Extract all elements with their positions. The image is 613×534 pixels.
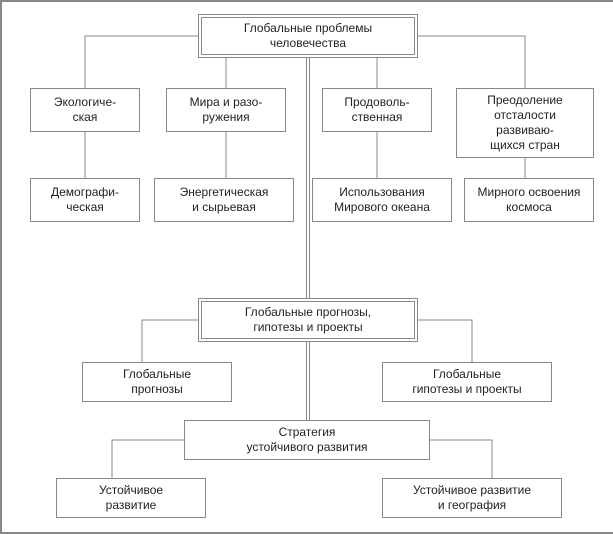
- node-label: Глобальные гипотезы и проекты: [412, 367, 521, 397]
- node-label: Устойчивое развитие и география: [413, 483, 531, 513]
- node-mleft: Глобальные прогнозы: [82, 362, 232, 402]
- node-bright: Устойчивое развитие и география: [382, 478, 562, 518]
- node-col1a: Экологиче- ская: [30, 88, 140, 132]
- node-strat: Стратегия устойчивого развития: [184, 420, 430, 460]
- node-root: Глобальные проблемы человечества: [198, 14, 418, 58]
- node-col4a: Преодоление отсталости развиваю- щихся с…: [456, 88, 594, 158]
- node-label: Стратегия устойчивого развития: [246, 425, 367, 455]
- node-label: Продоволь- ственная: [344, 95, 409, 125]
- node-label: Глобальные проблемы человечества: [244, 21, 372, 51]
- node-label: Преодоление отсталости развиваю- щихся с…: [487, 93, 562, 153]
- node-col3b: Использования Мирового океана: [312, 178, 452, 222]
- node-col2b: Энергетическая и сырьевая: [154, 178, 294, 222]
- node-bleft: Устойчивое развитие: [56, 478, 206, 518]
- node-label: Использования Мирового океана: [334, 185, 430, 215]
- node-col4b: Мирного освоения космоса: [464, 178, 594, 222]
- node-col3a: Продоволь- ственная: [322, 88, 432, 132]
- node-label: Глобальные прогнозы, гипотезы и проекты: [245, 305, 371, 335]
- node-mright: Глобальные гипотезы и проекты: [382, 362, 552, 402]
- diagram-canvas: Глобальные проблемы человечества Экологич…: [0, 0, 613, 534]
- node-label: Демографи- ческая: [51, 185, 119, 215]
- node-label: Мирного освоения космоса: [478, 185, 581, 215]
- node-label: Энергетическая и сырьевая: [180, 185, 269, 215]
- node-col1b: Демографи- ческая: [30, 178, 140, 222]
- node-mid: Глобальные прогнозы, гипотезы и проекты: [198, 298, 418, 342]
- node-col2a: Мира и разо- ружения: [166, 88, 286, 132]
- node-label: Мира и разо- ружения: [190, 95, 263, 125]
- node-label: Устойчивое развитие: [99, 483, 163, 513]
- node-label: Глобальные прогнозы: [123, 367, 191, 397]
- node-label: Экологиче- ская: [54, 95, 116, 125]
